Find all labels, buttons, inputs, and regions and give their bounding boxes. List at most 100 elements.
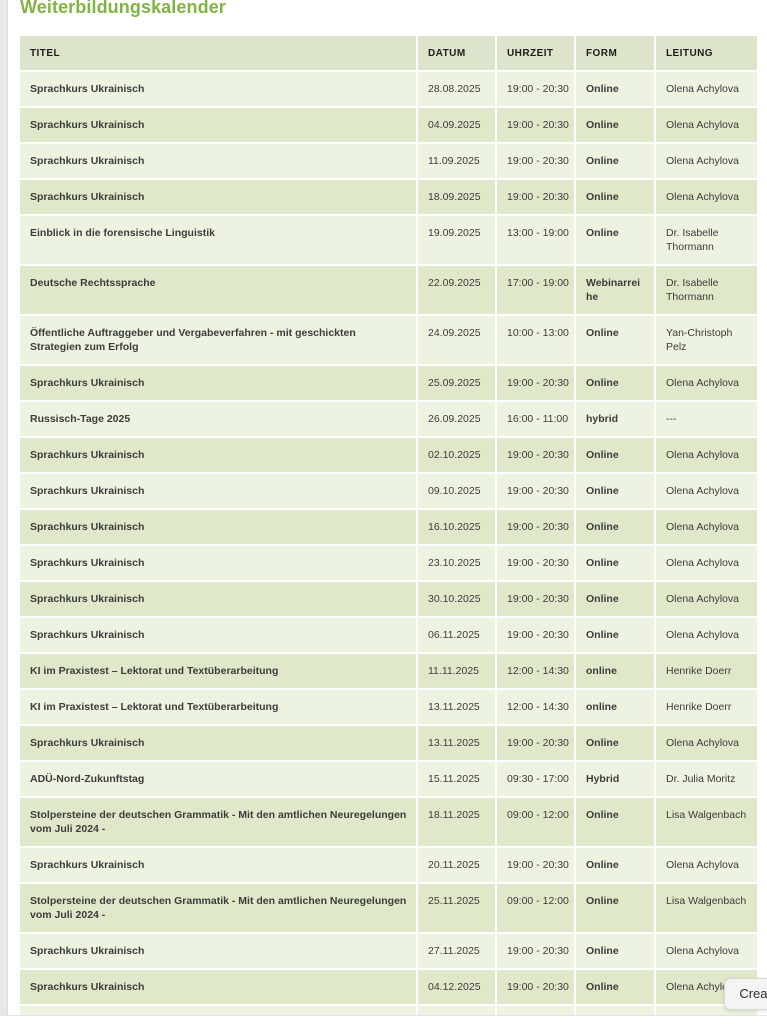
table-header-row: TITEL DATUM UHRZEIT FORM LEITUNG: [20, 36, 757, 71]
floating-badge-label: Creati: [739, 986, 767, 1001]
cell-form: Online: [575, 214, 656, 265]
cell-uhrzeit: 16:00 - 11:00: [496, 400, 576, 437]
cell-datum: 13.11.2025: [417, 724, 497, 761]
cell-form: Online: [575, 580, 656, 617]
table-row[interactable]: Sprachkurs Ukrainisch 04.09.2025 19:00 - 2…: [20, 106, 757, 143]
table-row[interactable]: Sprachkurs Ukrainisch 06.11.2025 19:00 - 2…: [20, 616, 757, 653]
table-row[interactable]: Sprachkurs Ukrainisch 02.10.2025 19:00 - 2…: [20, 436, 757, 473]
table-row[interactable]: Stolpersteine der deutschen Grammatik - …: [20, 796, 757, 847]
table-row[interactable]: KI im Praxistest – Lektorat und Textüber…: [20, 652, 757, 689]
cell-titel[interactable]: Sprachkurs Ukrainisch: [20, 364, 418, 401]
table-row[interactable]: Deutsche Rechtssprache 22.09.2025 17:00 - …: [20, 264, 757, 315]
cell-form: Online: [575, 616, 656, 653]
table-row[interactable]: Sprachkurs Ukrainisch 04.12.2025 19:00 - 2…: [20, 968, 757, 1005]
table-header: TITEL DATUM UHRZEIT FORM LEITUNG: [20, 36, 757, 71]
creative-floating-badge[interactable]: Creati: [724, 978, 767, 1010]
cell-uhrzeit: 19:00 - 20:30: [496, 724, 576, 761]
table-row[interactable]: Stolpersteine der deutschen Grammatik - …: [20, 882, 757, 933]
cell-uhrzeit: 19:00 - 20:30: [496, 968, 576, 1005]
table-row[interactable]: Sprachkurs Ukrainisch 16.10.2025 19:00 - 2…: [20, 508, 757, 545]
cell-datum: 22.09.2025: [417, 264, 497, 315]
cell-titel[interactable]: Sprachkurs Ukrainisch: [20, 544, 418, 581]
column-header-titel[interactable]: TITEL: [20, 36, 418, 71]
table-body: Sprachkurs Ukrainisch 28.08.2025 19:00 - 2…: [20, 70, 757, 1024]
column-header-datum[interactable]: DATUM: [417, 36, 497, 71]
cell-leitung: ---: [655, 400, 757, 437]
table-row[interactable]: Sprachkurs Ukrainisch 27.11.2025 19:00 - 2…: [20, 932, 757, 969]
table-row[interactable]: Russisch-Tage 2025 26.09.2025 16:00 - 11:0…: [20, 400, 757, 437]
cell-titel[interactable]: Sprachkurs Ukrainisch: [20, 142, 418, 179]
table-row[interactable]: Sprachkurs Ukrainisch 11.09.2025 19:00 - 2…: [20, 142, 757, 179]
cell-titel[interactable]: Russisch-Tage 2025: [20, 400, 418, 437]
cell-datum: 06.11.2025: [417, 616, 497, 653]
cell-titel[interactable]: Sprachkurs Ukrainisch: [20, 932, 418, 969]
cell-titel[interactable]: Einblick in die forensische Linguistik: [20, 214, 418, 265]
cell-uhrzeit: 17:00 - 19:00: [496, 264, 576, 315]
table-row[interactable]: Sprachkurs Ukrainisch 25.09.2025 19:00 - 2…: [20, 364, 757, 401]
cell-leitung: Dr. Isabelle Thormann: [655, 264, 757, 315]
cell-uhrzeit: 19:00 - 20:30: [496, 472, 576, 509]
cell-form: Online: [575, 142, 656, 179]
cell-titel[interactable]: Stolpersteine der deutschen Grammatik - …: [20, 882, 418, 933]
cell-datum: 18.11.2025: [417, 796, 497, 847]
cell-titel[interactable]: Sprachkurs Ukrainisch: [20, 508, 418, 545]
table-row[interactable]: ADÜ-Nord-Zukunftstag 15.11.2025 09:30 - 17…: [20, 760, 757, 797]
cell-titel[interactable]: Sprachkurs Ukrainisch: [20, 724, 418, 761]
cell-form: Online: [575, 796, 656, 847]
cell-form: online: [575, 688, 656, 725]
cell-titel[interactable]: Sprachkurs Ukrainisch: [20, 616, 418, 653]
cell-titel[interactable]: Sprachkurs Ukrainisch: [20, 70, 418, 107]
cell-titel[interactable]: Sprachkurs Ukrainisch: [20, 846, 418, 883]
cell-titel[interactable]: Öffentliche Auftraggeber und Vergabeverf…: [20, 314, 418, 365]
table-row[interactable]: Sprachkurs Ukrainisch 18.09.2025 19:00 - 2…: [20, 178, 757, 215]
cell-form: hybrid: [575, 400, 656, 437]
table-row[interactable]: Sprachkurs Ukrainisch 09.10.2025 19:00 - 2…: [20, 472, 757, 509]
column-header-uhrzeit[interactable]: UHRZEIT: [496, 36, 576, 71]
cell-form: Online: [575, 508, 656, 545]
cell-leitung: Olena Achylova: [655, 580, 757, 617]
cell-datum: 04.09.2025: [417, 106, 497, 143]
cell-datum: 25.09.2025: [417, 364, 497, 401]
cell-leitung: Olena Achylova: [655, 436, 757, 473]
cell-uhrzeit: 19:00 - 20:30: [496, 142, 576, 179]
cell-titel[interactable]: Sprachkurs Ukrainisch: [20, 472, 418, 509]
cell-datum: 24.09.2025: [417, 314, 497, 365]
cell-leitung: Olena Achylova: [655, 106, 757, 143]
cell-titel[interactable]: KI im Praxistest – Lektorat und Textüber…: [20, 652, 418, 689]
cell-uhrzeit: 19:00 - 20:30: [496, 436, 576, 473]
cell-form: Online: [575, 724, 656, 761]
cell-leitung: Henrike Doerr: [655, 652, 757, 689]
cell-leitung: Lisa Walgenbach: [655, 796, 757, 847]
cell-form: Webinarreihe: [575, 264, 656, 315]
cell-uhrzeit: 19:00 - 20:30: [496, 508, 576, 545]
cell-leitung: Olena Achylova: [655, 142, 757, 179]
cell-titel[interactable]: Sprachkurs Ukrainisch: [20, 106, 418, 143]
cell-titel[interactable]: Sprachkurs Ukrainisch: [20, 580, 418, 617]
cell-titel[interactable]: ADÜ-Nord-Zukunftstag: [20, 760, 418, 797]
cell-datum: 19.09.2025: [417, 214, 497, 265]
table-row[interactable]: Sprachkurs Ukrainisch 30.10.2025 19:00 - 2…: [20, 580, 757, 617]
cell-titel[interactable]: Sprachkurs Ukrainisch: [20, 178, 418, 215]
cell-titel[interactable]: Sprachkurs Ukrainisch: [20, 436, 418, 473]
cell-datum: 27.11.2025: [417, 932, 497, 969]
cell-uhrzeit: 12:00 - 14:30: [496, 688, 576, 725]
table-row[interactable]: KI im Praxistest – Lektorat und Textüber…: [20, 688, 757, 725]
table-row[interactable]: Sprachkurs Ukrainisch 23.10.2025 19:00 - 2…: [20, 544, 757, 581]
cell-leitung: Dr. Isabelle Thormann: [655, 214, 757, 265]
table-row[interactable]: Sprachkurs Ukrainisch 13.11.2025 19:00 - 2…: [20, 724, 757, 761]
cell-leitung: Olena Achylova: [655, 932, 757, 969]
cell-titel[interactable]: Deutsche Rechtssprache: [20, 264, 418, 315]
cell-titel[interactable]: Stolpersteine der deutschen Grammatik - …: [20, 796, 418, 847]
cell-titel[interactable]: KI im Praxistest – Lektorat und Textüber…: [20, 688, 418, 725]
table-row[interactable]: Einblick in die forensische Linguistik 19…: [20, 214, 757, 265]
cell-titel[interactable]: Sprachkurs Ukrainisch: [20, 968, 418, 1005]
table-row[interactable]: Öffentliche Auftraggeber und Vergabeverf…: [20, 314, 757, 365]
cell-form: Hybrid: [575, 760, 656, 797]
table-row[interactable]: Sprachkurs Ukrainisch 20.11.2025 19:00 - 2…: [20, 846, 757, 883]
table-row[interactable]: Sprachkurs Ukrainisch 28.08.2025 19:00 - 2…: [20, 70, 757, 107]
column-header-leitung[interactable]: LEITUNG: [655, 36, 757, 71]
cell-leitung: Olena Achylova: [655, 364, 757, 401]
column-header-form[interactable]: FORM: [575, 36, 656, 71]
cell-form: Online: [575, 70, 656, 107]
cell-uhrzeit: 13:00 - 19:00: [496, 214, 576, 265]
